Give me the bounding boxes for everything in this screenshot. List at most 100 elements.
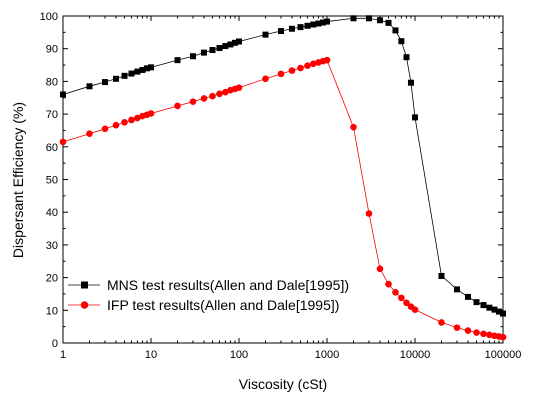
series-1-point [139, 66, 146, 73]
series-1-point [495, 308, 502, 315]
y-axis: 0 10 20 30 40 50 60 70 80 90 100 [40, 11, 503, 350]
y-tick-label: 20 [46, 273, 58, 285]
series-1-point [365, 15, 372, 22]
legend-label-2: IFP test results(Allen and Dale[1995]) [107, 297, 339, 313]
series-2-point [128, 116, 135, 124]
series-1-point [486, 304, 493, 311]
series-1-point [398, 38, 405, 45]
series-2-point [235, 84, 243, 91]
legend-label-1: MNS test results(Allen and Dale[1995]) [107, 277, 349, 293]
y-tick-label: 80 [46, 76, 58, 88]
x-tick-label: 10000 [400, 349, 431, 361]
series-2-point [189, 98, 197, 105]
series-layer [59, 15, 507, 341]
legend: MNS test results(Allen and Dale[1995]) IF… [68, 277, 349, 313]
series-2-point [464, 327, 472, 334]
series-1-point [143, 65, 150, 72]
series-1-point [392, 27, 399, 34]
series-1-point [376, 17, 383, 24]
series-1-point [491, 306, 498, 313]
series-1-point [216, 45, 223, 52]
series-2-point [398, 294, 405, 302]
series-1-point [500, 310, 506, 317]
series-2-point [147, 110, 155, 117]
series-1-point [101, 79, 108, 86]
y-tick-label: 70 [46, 109, 58, 121]
series-1-point [60, 91, 66, 98]
series-2-point [480, 330, 487, 338]
series-1-point [319, 19, 326, 26]
series-1-point [148, 64, 154, 71]
series-1-point [86, 83, 93, 90]
series-2-point [121, 118, 128, 126]
legend-marker-2 [80, 301, 89, 309]
series-2-point [288, 67, 296, 74]
series-2-point [216, 90, 223, 98]
series-1-point [128, 70, 135, 77]
x-tick-label: 1 [60, 349, 66, 361]
series-1-point [297, 24, 304, 31]
series-1-point [200, 49, 207, 56]
series-2-point [297, 64, 304, 72]
series-2-point [385, 280, 392, 288]
series-2-point [486, 331, 493, 339]
series-1-point [236, 38, 242, 45]
series-1-point [473, 299, 480, 306]
series-1-point [412, 114, 418, 121]
y-tick-label: 60 [46, 142, 58, 154]
series-1-point [112, 75, 119, 82]
series-1-point [350, 15, 357, 22]
plot-area [62, 15, 504, 344]
series-2-point [392, 289, 399, 296]
series-2-point [174, 102, 181, 110]
series-2-point [209, 92, 216, 100]
series-2-point [473, 329, 480, 336]
legend-marker-1 [81, 281, 88, 289]
series-1-point [288, 25, 295, 32]
y-tick-label: 0 [52, 338, 58, 350]
series-1-point [222, 43, 229, 50]
y-tick-label: 30 [46, 240, 58, 252]
series-2-point [376, 265, 384, 273]
series-2-point [304, 62, 311, 70]
x-axis: 1 10 100 1000 10000 100000 [60, 16, 521, 361]
series-2-point [200, 95, 208, 102]
series-2-point [101, 125, 109, 133]
series-1-point [464, 293, 471, 300]
y-tick-label: 10 [46, 305, 58, 317]
series-1-point [277, 28, 284, 35]
y-tick-label: 50 [46, 175, 58, 187]
x-tick-label: 10 [145, 349, 157, 361]
series-1-point [310, 21, 317, 28]
series-2-point [59, 138, 67, 146]
series-1-point [262, 31, 269, 38]
y-tick-label: 100 [40, 11, 58, 23]
series-1-point [174, 57, 181, 64]
series-2-point [323, 56, 331, 64]
series-1-point [438, 272, 445, 279]
series-1-point [480, 302, 487, 309]
x-tick-label: 100 [230, 349, 248, 361]
y-tick-label: 40 [46, 207, 58, 219]
series-1-point [189, 53, 196, 60]
series-1-point [403, 54, 410, 61]
series-2-point [134, 114, 141, 122]
series-1-point [315, 20, 322, 27]
series-2-point [453, 324, 461, 331]
series-2-point [499, 333, 507, 341]
series-2-point [403, 299, 410, 307]
series-1-point [121, 72, 128, 79]
series-2-point [86, 130, 93, 138]
series-1-point [227, 41, 234, 48]
series-2-point [222, 88, 229, 96]
series-1-point [209, 47, 216, 54]
series-1-point [324, 18, 330, 25]
series-2-point [411, 306, 419, 313]
series-1-point [407, 79, 414, 86]
series-2-point [310, 60, 317, 68]
series-2-point [438, 319, 445, 326]
series-2-point [277, 70, 285, 78]
series-1-point [453, 286, 460, 293]
x-axis-title: Viscosity (cSt) [239, 376, 327, 392]
